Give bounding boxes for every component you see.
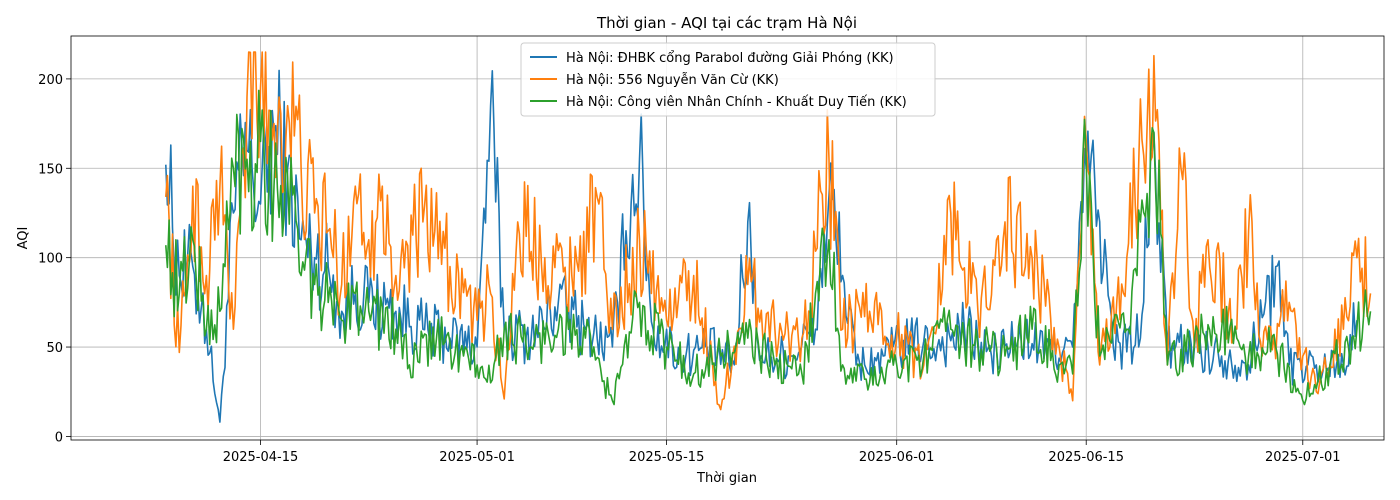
- legend-label-2: Hà Nội: 556 Nguyễn Văn Cừ (KK): [566, 73, 779, 88]
- y-axis: 0 50 100 150 200: [38, 73, 71, 445]
- x-tick-label: 2025-04-15: [223, 450, 299, 465]
- y-tick-label: 150: [38, 162, 63, 177]
- series-line-2: [165, 51, 1372, 411]
- x-tick-label: 2025-07-01: [1265, 450, 1341, 465]
- series-group: [165, 51, 1372, 423]
- x-tick-label: 2025-06-01: [859, 450, 935, 465]
- y-tick-label: 0: [55, 430, 63, 445]
- y-tick-label: 200: [38, 73, 63, 88]
- legend-label-3: Hà Nội: Công viên Nhân Chính - Khuất Duy…: [566, 95, 907, 110]
- y-tick-label: 50: [46, 341, 63, 356]
- x-axis: 2025-04-15 2025-05-01 2025-05-15 2025-06-01…: [223, 440, 1341, 465]
- x-tick-label: 2025-06-15: [1048, 450, 1124, 465]
- series-line-1: [165, 69, 1358, 423]
- y-axis-title: AQI: [16, 227, 31, 250]
- legend-label-1: Hà Nội: ĐHBK cổng Parabol đường Giải Phó…: [566, 51, 894, 66]
- y-tick-label: 100: [38, 252, 63, 267]
- legend: Hà Nội: ĐHBK cổng Parabol đường Giải Phó…: [520, 42, 936, 117]
- chart-title: Thời gian - AQI tại các trạm Hà Nội: [596, 14, 857, 32]
- series-line-3: [165, 89, 1372, 406]
- x-axis-title: Thời gian: [696, 471, 757, 486]
- legend-box: [520, 42, 936, 117]
- plot-frame: [70, 35, 1385, 441]
- x-tick-label: 2025-05-15: [629, 450, 705, 465]
- x-tick-label: 2025-05-01: [439, 450, 515, 465]
- grid: [71, 36, 1384, 440]
